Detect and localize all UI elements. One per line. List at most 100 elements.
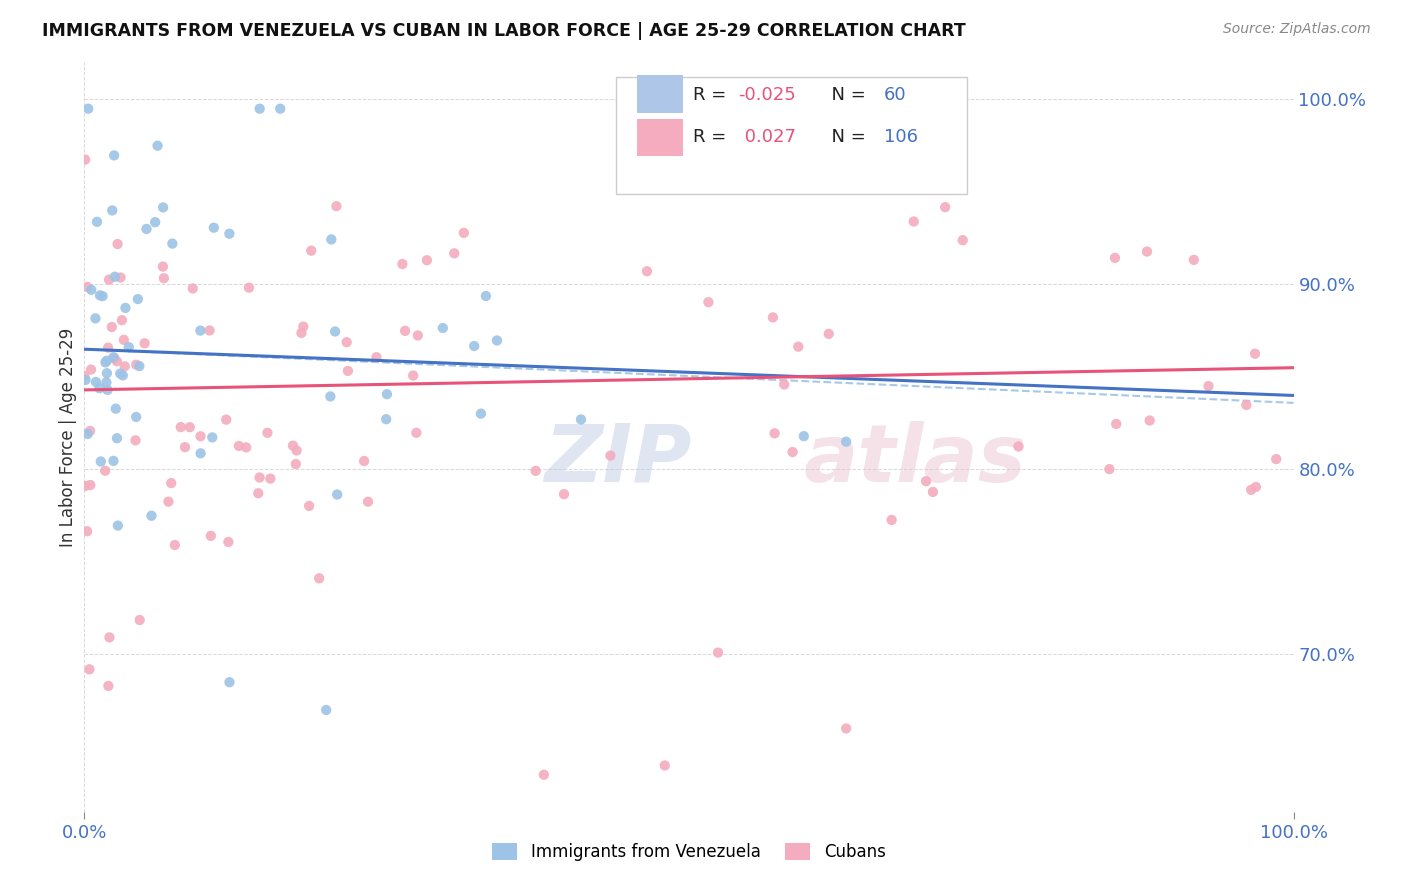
Point xyxy=(80,362,103,376)
Point xyxy=(321,232,343,246)
Point xyxy=(107,518,129,533)
Text: ZIP: ZIP xyxy=(544,420,692,499)
Point xyxy=(143,215,166,229)
Point xyxy=(453,226,475,240)
Point xyxy=(654,758,676,772)
Point xyxy=(96,366,118,380)
Point xyxy=(599,449,621,463)
Point xyxy=(256,425,278,440)
Point xyxy=(170,420,193,434)
Point xyxy=(707,646,730,660)
Point xyxy=(98,631,121,645)
Point xyxy=(416,253,439,268)
Text: R =: R = xyxy=(693,128,737,146)
Point xyxy=(817,326,839,341)
Point xyxy=(249,102,271,116)
Point xyxy=(76,280,98,294)
Point xyxy=(285,443,308,458)
Point xyxy=(1136,244,1159,259)
Point xyxy=(773,377,796,392)
Point xyxy=(915,474,938,488)
Point xyxy=(218,227,240,241)
Bar xyxy=(637,119,683,156)
Point xyxy=(157,494,180,508)
Point xyxy=(315,703,337,717)
Point xyxy=(97,341,120,355)
Point xyxy=(96,353,118,368)
Point xyxy=(475,289,498,303)
Point xyxy=(79,478,101,492)
Point xyxy=(835,722,858,736)
Point xyxy=(325,199,347,213)
Point xyxy=(91,289,114,303)
Point xyxy=(200,529,222,543)
Point xyxy=(1234,398,1257,412)
Point xyxy=(269,102,291,116)
Point xyxy=(782,445,804,459)
Point xyxy=(524,464,547,478)
Point xyxy=(738,176,761,190)
Point xyxy=(787,340,810,354)
Point xyxy=(98,272,121,286)
Point xyxy=(128,359,150,373)
Point xyxy=(124,434,146,448)
Point xyxy=(76,426,98,441)
Point xyxy=(952,233,974,247)
Point xyxy=(190,429,212,443)
Point xyxy=(89,288,111,302)
Point xyxy=(104,401,127,416)
Point xyxy=(201,430,224,444)
Point xyxy=(101,203,124,218)
Point xyxy=(569,412,592,426)
Point xyxy=(697,295,720,310)
Point xyxy=(1104,251,1126,265)
Point xyxy=(366,350,388,364)
Point xyxy=(190,324,212,338)
Point xyxy=(1244,347,1267,361)
Point xyxy=(114,359,136,374)
Point xyxy=(217,535,239,549)
Point xyxy=(118,340,141,354)
Point xyxy=(97,679,120,693)
Point xyxy=(432,321,454,335)
Point xyxy=(298,499,321,513)
Point xyxy=(336,335,359,350)
Point xyxy=(179,420,201,434)
Point xyxy=(553,487,575,501)
Point xyxy=(290,326,312,340)
Text: -0.025: -0.025 xyxy=(738,86,796,103)
Point xyxy=(111,313,134,327)
Point xyxy=(160,476,183,491)
FancyBboxPatch shape xyxy=(616,78,967,194)
Point xyxy=(163,538,186,552)
Point xyxy=(636,264,658,278)
Point xyxy=(125,358,148,372)
Text: R =: R = xyxy=(693,86,731,103)
Text: 0.027: 0.027 xyxy=(738,128,796,146)
Point xyxy=(654,83,676,97)
Point xyxy=(485,334,508,348)
Point xyxy=(793,429,815,443)
Point xyxy=(1098,462,1121,476)
Point xyxy=(96,383,118,397)
Point xyxy=(533,768,555,782)
Point xyxy=(114,301,136,315)
Point xyxy=(249,470,271,484)
Point xyxy=(357,494,380,508)
Legend: Immigrants from Venezuela, Cubans: Immigrants from Venezuela, Cubans xyxy=(485,837,893,868)
Point xyxy=(75,479,97,493)
Point xyxy=(375,412,398,426)
Point xyxy=(1240,483,1263,497)
Point xyxy=(108,367,131,381)
Point xyxy=(394,324,416,338)
Point xyxy=(103,350,125,364)
Point xyxy=(79,662,101,676)
Point xyxy=(181,281,204,295)
Text: 60: 60 xyxy=(883,86,907,103)
Point xyxy=(125,409,148,424)
Y-axis label: In Labor Force | Age 25-29: In Labor Force | Age 25-29 xyxy=(59,327,77,547)
Point xyxy=(218,675,240,690)
Point xyxy=(1182,252,1205,267)
Point xyxy=(1198,379,1220,393)
Point xyxy=(763,426,786,441)
